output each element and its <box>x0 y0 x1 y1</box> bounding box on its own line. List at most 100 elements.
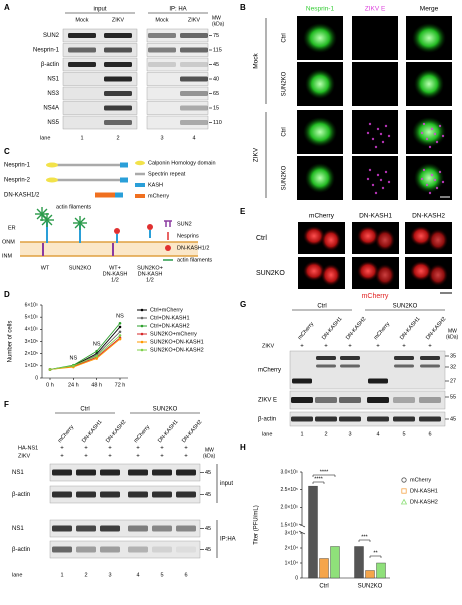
marker <box>118 334 122 337</box>
label: Ctrl <box>256 235 267 242</box>
label: mCherry <box>297 321 315 341</box>
panel-letter: E <box>240 207 246 216</box>
legend-swatch <box>140 332 144 336</box>
label: DN-KASH2 <box>105 419 127 444</box>
y-tick-label: 6×10⁵ <box>25 302 38 308</box>
band <box>420 356 440 360</box>
marker <box>118 321 122 325</box>
label: actin filaments <box>177 257 212 263</box>
blob <box>414 163 444 193</box>
signal <box>422 122 426 126</box>
label: 115 <box>213 47 222 53</box>
label: DN-KASH <box>138 271 163 277</box>
label: + <box>108 446 112 452</box>
legend-label: Ctrl+DN-KASH2 <box>150 323 190 329</box>
band <box>315 416 337 422</box>
label: lane <box>40 135 50 141</box>
label: 1 <box>60 572 63 578</box>
label: DN-KASH1 <box>321 316 343 341</box>
signal <box>374 145 378 149</box>
label: 75 <box>213 33 219 39</box>
x-tick-label: 0 h <box>46 382 54 388</box>
label: NS5 <box>47 120 59 126</box>
label: + <box>348 344 352 350</box>
label: β-actin <box>12 492 30 498</box>
band <box>340 364 360 368</box>
legend-swatch <box>140 340 144 344</box>
signal <box>430 173 434 177</box>
label: 15 <box>213 105 219 111</box>
marker <box>48 368 52 371</box>
label: 3 <box>108 572 111 578</box>
label: + <box>60 446 64 452</box>
label: + <box>184 454 188 460</box>
legend-swatch <box>401 477 407 483</box>
band <box>152 546 172 553</box>
label: SUN2KO <box>282 71 288 96</box>
band <box>128 546 148 553</box>
legend-label: SUN2KO+DN-KASH1 <box>150 339 204 345</box>
marker <box>118 337 122 341</box>
label: 5 <box>160 572 163 578</box>
label: ZIKV E <box>258 398 277 404</box>
panel-letter: D <box>4 290 10 299</box>
bar <box>376 562 386 579</box>
label: DN-KASH2 <box>425 316 447 341</box>
label: DN-KASH2 <box>412 213 445 220</box>
label: (kDa) <box>203 453 216 459</box>
blob <box>305 69 335 99</box>
label: 27 <box>450 378 456 384</box>
y-tick-label: 4×10⁵ <box>25 327 38 333</box>
label: MW <box>205 447 214 453</box>
label: NS1 <box>12 470 24 476</box>
y-tick-label: 2×10⁵ <box>25 351 38 357</box>
band <box>52 469 72 476</box>
marker <box>95 357 98 360</box>
label: NS1 <box>47 77 59 83</box>
annotation: **** <box>320 469 329 475</box>
band <box>316 356 336 360</box>
signal <box>368 168 372 172</box>
band <box>180 105 208 111</box>
signal <box>420 177 424 181</box>
annotation: *** <box>361 534 368 540</box>
annotation: NS <box>70 356 78 362</box>
band <box>76 469 96 476</box>
legend-swatch <box>140 308 144 312</box>
label: SUN2 <box>177 221 192 227</box>
shape <box>120 177 128 183</box>
legend-swatch <box>140 324 144 328</box>
label: actin filaments <box>56 204 91 210</box>
label: KASH <box>148 182 163 188</box>
band <box>368 378 388 384</box>
bar <box>330 546 340 579</box>
signal <box>381 140 385 144</box>
marker <box>118 325 122 329</box>
label: Calponin Homology domain <box>148 160 216 166</box>
signal <box>381 186 385 190</box>
shape <box>135 194 145 198</box>
band <box>292 378 312 384</box>
label: Ctrl <box>282 33 288 42</box>
band <box>100 491 120 498</box>
band <box>152 525 172 532</box>
signal <box>376 127 380 131</box>
blot <box>62 101 138 115</box>
label: IP: HA <box>169 7 186 13</box>
band <box>340 356 360 360</box>
signal <box>433 178 437 182</box>
label: 35 <box>450 353 456 359</box>
legend-label: DN-KASH1 <box>410 488 438 494</box>
y-tick-label: 3×10⁴ <box>285 530 298 536</box>
panel-letter: F <box>4 400 9 409</box>
signal <box>387 180 391 184</box>
label: 5 <box>402 431 405 437</box>
signal <box>428 145 432 149</box>
label: (kDa) <box>212 21 225 27</box>
band <box>68 62 96 67</box>
blot <box>146 86 209 101</box>
blot <box>289 350 446 390</box>
label: 55 <box>450 394 456 400</box>
line <box>49 335 121 370</box>
